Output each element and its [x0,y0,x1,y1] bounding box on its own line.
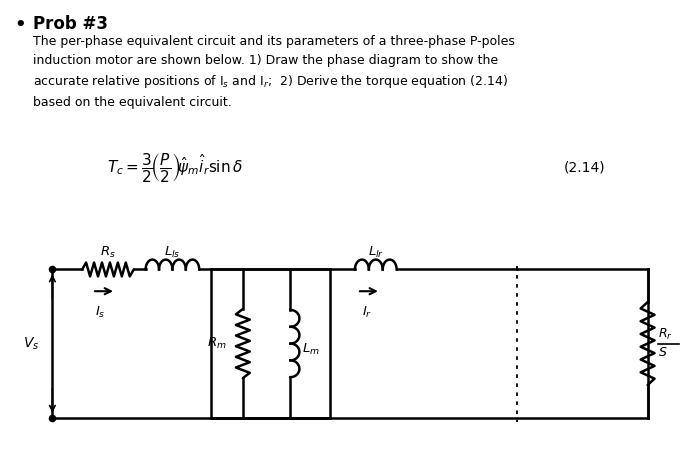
Text: (2.14): (2.14) [564,161,605,175]
Text: $L_m$: $L_m$ [302,342,320,357]
Text: Prob #3: Prob #3 [32,15,108,33]
Text: $S$: $S$ [657,345,667,359]
Text: The per-phase equivalent circuit and its parameters of a three-phase P-poles
ind: The per-phase equivalent circuit and its… [32,35,514,109]
Text: $R_r$: $R_r$ [657,327,672,342]
Text: $V_s$: $V_s$ [23,335,39,352]
Text: $I_r$: $I_r$ [362,305,372,320]
Text: •: • [15,15,27,34]
Text: $L_{ls}$: $L_{ls}$ [164,244,181,260]
Text: $L_{lr}$: $L_{lr}$ [368,244,384,260]
Text: $I_s$: $I_s$ [95,305,106,320]
Text: $R_m$: $R_m$ [207,336,227,351]
Text: $T_c = \dfrac{3}{2}\!\left(\dfrac{P}{2}\right)\!\hat{\psi}_m \hat{i}_r \sin\delt: $T_c = \dfrac{3}{2}\!\left(\dfrac{P}{2}\… [107,151,243,184]
Text: $R_s$: $R_s$ [100,244,116,260]
